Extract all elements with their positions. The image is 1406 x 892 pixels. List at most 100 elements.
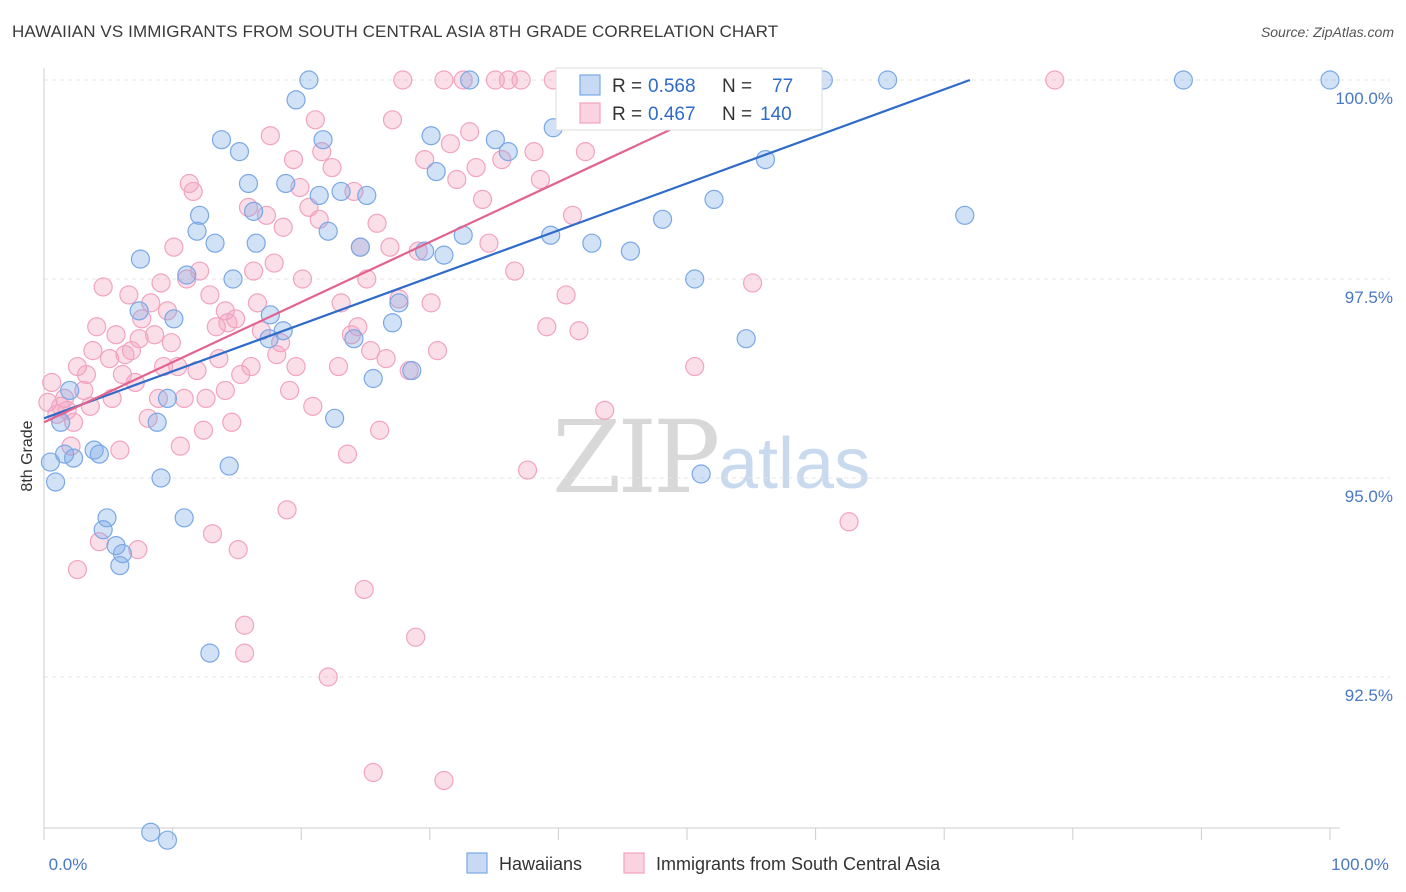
- legend-series-swatch-immigrants: [623, 852, 645, 874]
- point-immigrants: [196, 388, 216, 408]
- point-hawaiians: [200, 643, 220, 663]
- point-immigrants: [348, 317, 368, 337]
- point-hawaiians: [147, 412, 167, 432]
- point-immigrants: [231, 364, 251, 385]
- point-immigrants: [382, 110, 403, 130]
- point-hawaiians: [485, 130, 505, 150]
- point-immigrants: [569, 321, 589, 341]
- point-hawaiians: [309, 185, 329, 206]
- point-immigrants: [460, 122, 480, 142]
- point-immigrants: [83, 341, 103, 361]
- point-immigrants: [247, 293, 268, 313]
- point-immigrants: [119, 285, 139, 305]
- point-hawaiians: [426, 161, 446, 182]
- point-immigrants: [742, 273, 763, 293]
- point-immigrants: [292, 269, 313, 289]
- point-immigrants: [226, 309, 246, 329]
- point-hawaiians: [260, 305, 280, 325]
- legend-series: Hawaiians Immigrants from South Central …: [466, 852, 941, 874]
- point-immigrants: [174, 388, 194, 408]
- point-immigrants: [241, 356, 261, 377]
- point-immigrants: [376, 349, 396, 369]
- point-immigrants: [206, 317, 226, 337]
- point-hawaiians: [498, 142, 518, 162]
- legend-stats: R = 0.568 N = 77 R = 0.467 N = 140: [555, 67, 823, 131]
- point-hawaiians: [582, 233, 602, 253]
- point-immigrants: [685, 356, 705, 377]
- point-hawaiians: [89, 444, 109, 464]
- point-immigrants: [517, 460, 538, 480]
- point-immigrants: [42, 372, 62, 393]
- point-immigrants: [277, 500, 297, 520]
- legend-r-label-immigrants: R =: [612, 104, 642, 125]
- point-hawaiians: [177, 265, 197, 285]
- point-hawaiians: [344, 329, 364, 349]
- legend-swatch-immigrants: [579, 102, 601, 124]
- point-immigrants: [393, 70, 413, 90]
- point-immigrants: [562, 205, 583, 225]
- point-immigrants: [380, 237, 400, 257]
- point-immigrants: [235, 643, 255, 663]
- chart-title: HAWAIIAN VS IMMIGRANTS FROM SOUTH CENTRA…: [12, 22, 779, 41]
- watermark-zip: ZIP: [552, 399, 717, 516]
- point-hawaiians: [110, 555, 130, 576]
- legend-series-label-hawaiians: Hawaiians: [499, 854, 582, 874]
- point-immigrants: [144, 325, 165, 345]
- point-immigrants: [556, 285, 576, 305]
- point-hawaiians: [325, 408, 345, 428]
- point-hawaiians: [350, 237, 370, 257]
- point-immigrants: [322, 157, 342, 178]
- point-immigrants: [244, 261, 264, 281]
- point-immigrants: [537, 317, 557, 337]
- point-immigrants: [99, 349, 120, 369]
- point-hawaiians: [151, 468, 171, 488]
- point-hawaiians: [141, 822, 161, 842]
- point-immigrants: [415, 150, 435, 170]
- point-immigrants: [286, 356, 306, 377]
- point-immigrants: [530, 169, 550, 190]
- point-hawaiians: [1320, 70, 1340, 90]
- point-hawaiians: [229, 142, 250, 162]
- y-tick-label: 97.5%: [1345, 288, 1393, 307]
- y-tick-label: 100.0%: [1335, 89, 1393, 108]
- legend-series-label-immigrants: Immigrants from South Central Asia: [656, 854, 941, 874]
- trend-line-hawaiians: [43, 78, 971, 420]
- point-immigrants: [595, 400, 615, 420]
- point-hawaiians: [363, 368, 383, 389]
- point-hawaiians: [1173, 70, 1193, 90]
- point-immigrants: [363, 762, 383, 783]
- point-immigrants: [271, 333, 291, 353]
- point-immigrants: [453, 70, 473, 90]
- legend-n-label-hawaiians: N =: [722, 76, 752, 97]
- point-hawaiians: [276, 173, 296, 194]
- point-immigrants: [141, 293, 161, 313]
- point-hawaiians: [357, 185, 377, 206]
- point-immigrants: [511, 70, 531, 90]
- point-immigrants: [492, 150, 512, 170]
- point-immigrants: [421, 293, 441, 313]
- point-immigrants: [110, 440, 130, 460]
- point-immigrants: [328, 356, 349, 377]
- point-hawaiians: [157, 830, 178, 850]
- point-immigrants: [427, 341, 448, 361]
- point-immigrants: [215, 301, 235, 321]
- point-hawaiians: [211, 130, 232, 150]
- point-immigrants: [164, 237, 184, 257]
- point-immigrants: [280, 380, 300, 401]
- point-immigrants: [479, 233, 499, 253]
- y-axis-label: 8th Grade: [19, 420, 36, 491]
- point-immigrants: [447, 169, 467, 190]
- point-hawaiians: [434, 245, 454, 265]
- legend-r-value-hawaiians: 0.568: [648, 76, 696, 97]
- point-immigrants: [222, 412, 242, 432]
- point-immigrants: [138, 408, 158, 428]
- legend-n-value-immigrants: 140: [760, 104, 792, 125]
- point-immigrants: [283, 150, 304, 170]
- point-immigrants: [121, 341, 142, 361]
- point-immigrants: [215, 380, 235, 401]
- point-hawaiians: [299, 70, 319, 90]
- data-points: [38, 70, 1340, 850]
- point-immigrants: [106, 325, 126, 345]
- point-immigrants: [128, 540, 148, 560]
